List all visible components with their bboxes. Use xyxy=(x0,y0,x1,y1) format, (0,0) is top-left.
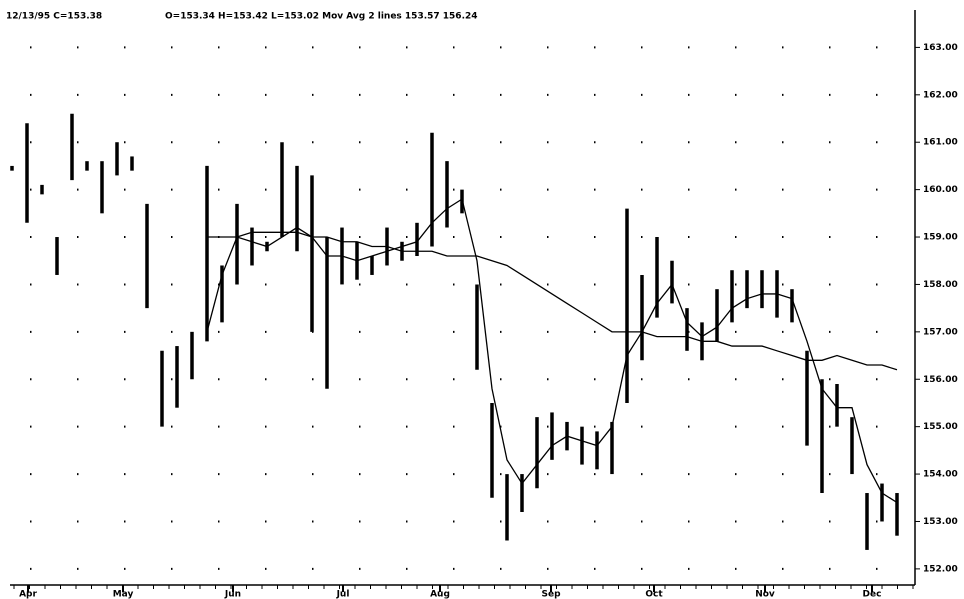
x-tick-label: Sep xyxy=(541,590,561,599)
y-tick-label: 154.00 xyxy=(923,470,958,480)
moving-average xyxy=(206,198,898,504)
header-date: 12/13/95 C=153.38 xyxy=(6,12,102,22)
x-tick-label: Aug xyxy=(430,590,450,599)
y-tick-label: 156.00 xyxy=(923,375,958,385)
y-tick-label: 162.00 xyxy=(923,90,958,100)
x-tick-label: Jun xyxy=(224,590,241,599)
y-tick-label: 160.00 xyxy=(923,185,958,195)
x-tick-label: Oct xyxy=(645,590,663,599)
y-tick-label: 152.00 xyxy=(923,564,958,574)
y-tick-label: 161.00 xyxy=(923,138,958,148)
y-tick-label: 157.00 xyxy=(923,327,958,337)
x-tick-label: Nov xyxy=(755,590,775,599)
y-tick-label: 155.00 xyxy=(923,422,958,432)
x-tick-label: Jul xyxy=(336,590,350,599)
moving-average xyxy=(207,231,898,371)
header-values: O=153.34 H=153.42 L=153.02 Mov Avg 2 lin… xyxy=(165,12,478,22)
y-tick-label: 158.00 xyxy=(923,280,958,290)
y-tick-label: 163.00 xyxy=(923,43,958,53)
y-tick-label: 159.00 xyxy=(923,233,958,243)
x-tick-label: May xyxy=(113,590,134,599)
x-tick-label: Dec xyxy=(863,590,882,599)
y-tick-label: 153.00 xyxy=(923,517,958,527)
x-tick-label: Apr xyxy=(19,590,37,599)
